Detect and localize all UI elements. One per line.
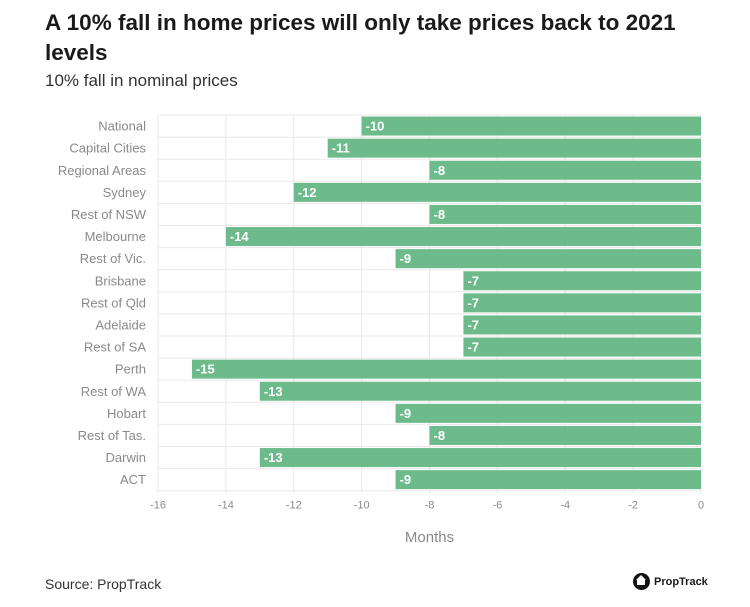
category-label: Sydney [103, 185, 147, 200]
x-tick-label: -8 [425, 500, 435, 512]
category-label: Perth [115, 362, 146, 377]
category-label: Brisbane [95, 273, 146, 288]
bar-value-label: -7 [467, 273, 479, 288]
chart-subtitle: 10% fall in nominal prices [45, 71, 238, 90]
x-tick-label: -12 [286, 500, 302, 512]
category-label: Melbourne [85, 229, 146, 244]
category-label: ACT [120, 472, 146, 487]
bar [191, 359, 701, 379]
bar [463, 337, 701, 357]
x-tick-labels: -16 -14 -12 -10 -8 -6 -4 -2 0 [150, 500, 704, 512]
x-tick-label: -2 [628, 500, 638, 512]
x-tick-label: -10 [354, 500, 370, 512]
bar-value-label: -13 [264, 450, 283, 465]
bar [463, 315, 701, 335]
bar-value-label: -10 [366, 119, 385, 134]
bar [395, 470, 701, 490]
bar [327, 138, 701, 158]
x-tick-label: -16 [150, 500, 166, 512]
brand-logo: PropTrack [633, 573, 708, 590]
bar [259, 448, 701, 468]
category-label: Hobart [107, 406, 146, 421]
bars: -10 -11 -8 -12 -8 -14 -9 -7 -7 -7 -7 -15 -13 -9 -8 -13 -… [191, 116, 701, 490]
x-tick-label: -4 [560, 500, 570, 512]
bar-value-label: -8 [434, 428, 446, 443]
category-label: National [98, 119, 146, 134]
category-label: Regional Areas [58, 163, 147, 178]
bar [225, 227, 701, 247]
chart-title: A 10% fall in home prices will only take… [45, 10, 676, 65]
bar-value-label: -7 [467, 317, 479, 332]
bar-value-label: -15 [196, 362, 215, 377]
category-label: Rest of Tas. [78, 428, 146, 443]
category-labels: National Capital Cities Regional Areas Sydn… [58, 119, 147, 488]
bar [293, 182, 701, 202]
source-note: Source: PropTrack [45, 576, 162, 592]
category-label: Rest of SA [84, 340, 146, 355]
category-label: Rest of Vic. [80, 251, 146, 266]
x-tick-label: -6 [492, 500, 502, 512]
bar-value-label: -14 [230, 229, 250, 244]
category-label: Adelaide [95, 317, 146, 332]
bar [463, 271, 701, 291]
house-logo-icon [633, 573, 650, 590]
bar-value-label: -7 [467, 340, 479, 355]
bar-value-label: -8 [434, 163, 446, 178]
category-label: Rest of Qld [81, 295, 146, 310]
category-label: Capital Cities [69, 141, 146, 156]
bar-value-label: -7 [467, 295, 479, 310]
bar [463, 293, 701, 313]
bar [395, 249, 701, 269]
bar-value-label: -9 [400, 472, 412, 487]
bar [395, 403, 701, 423]
category-label: Darwin [106, 450, 146, 465]
bar [259, 381, 701, 401]
bar [361, 116, 701, 136]
bar [429, 425, 701, 445]
bar [429, 160, 701, 180]
brand-name: PropTrack [654, 575, 708, 588]
x-tick-label: -14 [218, 500, 234, 512]
bar-value-label: -8 [434, 207, 446, 222]
x-tick-label: 0 [698, 500, 704, 512]
bar-value-label: -13 [264, 384, 283, 399]
bar-value-label: -11 [332, 141, 350, 156]
category-label: Rest of WA [81, 384, 147, 399]
bar [429, 204, 701, 224]
bar-value-label: -12 [298, 185, 317, 200]
bar-chart: -10 -11 -8 -12 -8 -14 -9 -7 -7 -7 -7 -15 -13 -9 -8 -13 -… [58, 114, 704, 546]
category-label: Rest of NSW [71, 207, 147, 222]
x-axis-title: Months [405, 529, 454, 546]
bar-value-label: -9 [400, 406, 412, 421]
bar-value-label: -9 [400, 251, 412, 266]
